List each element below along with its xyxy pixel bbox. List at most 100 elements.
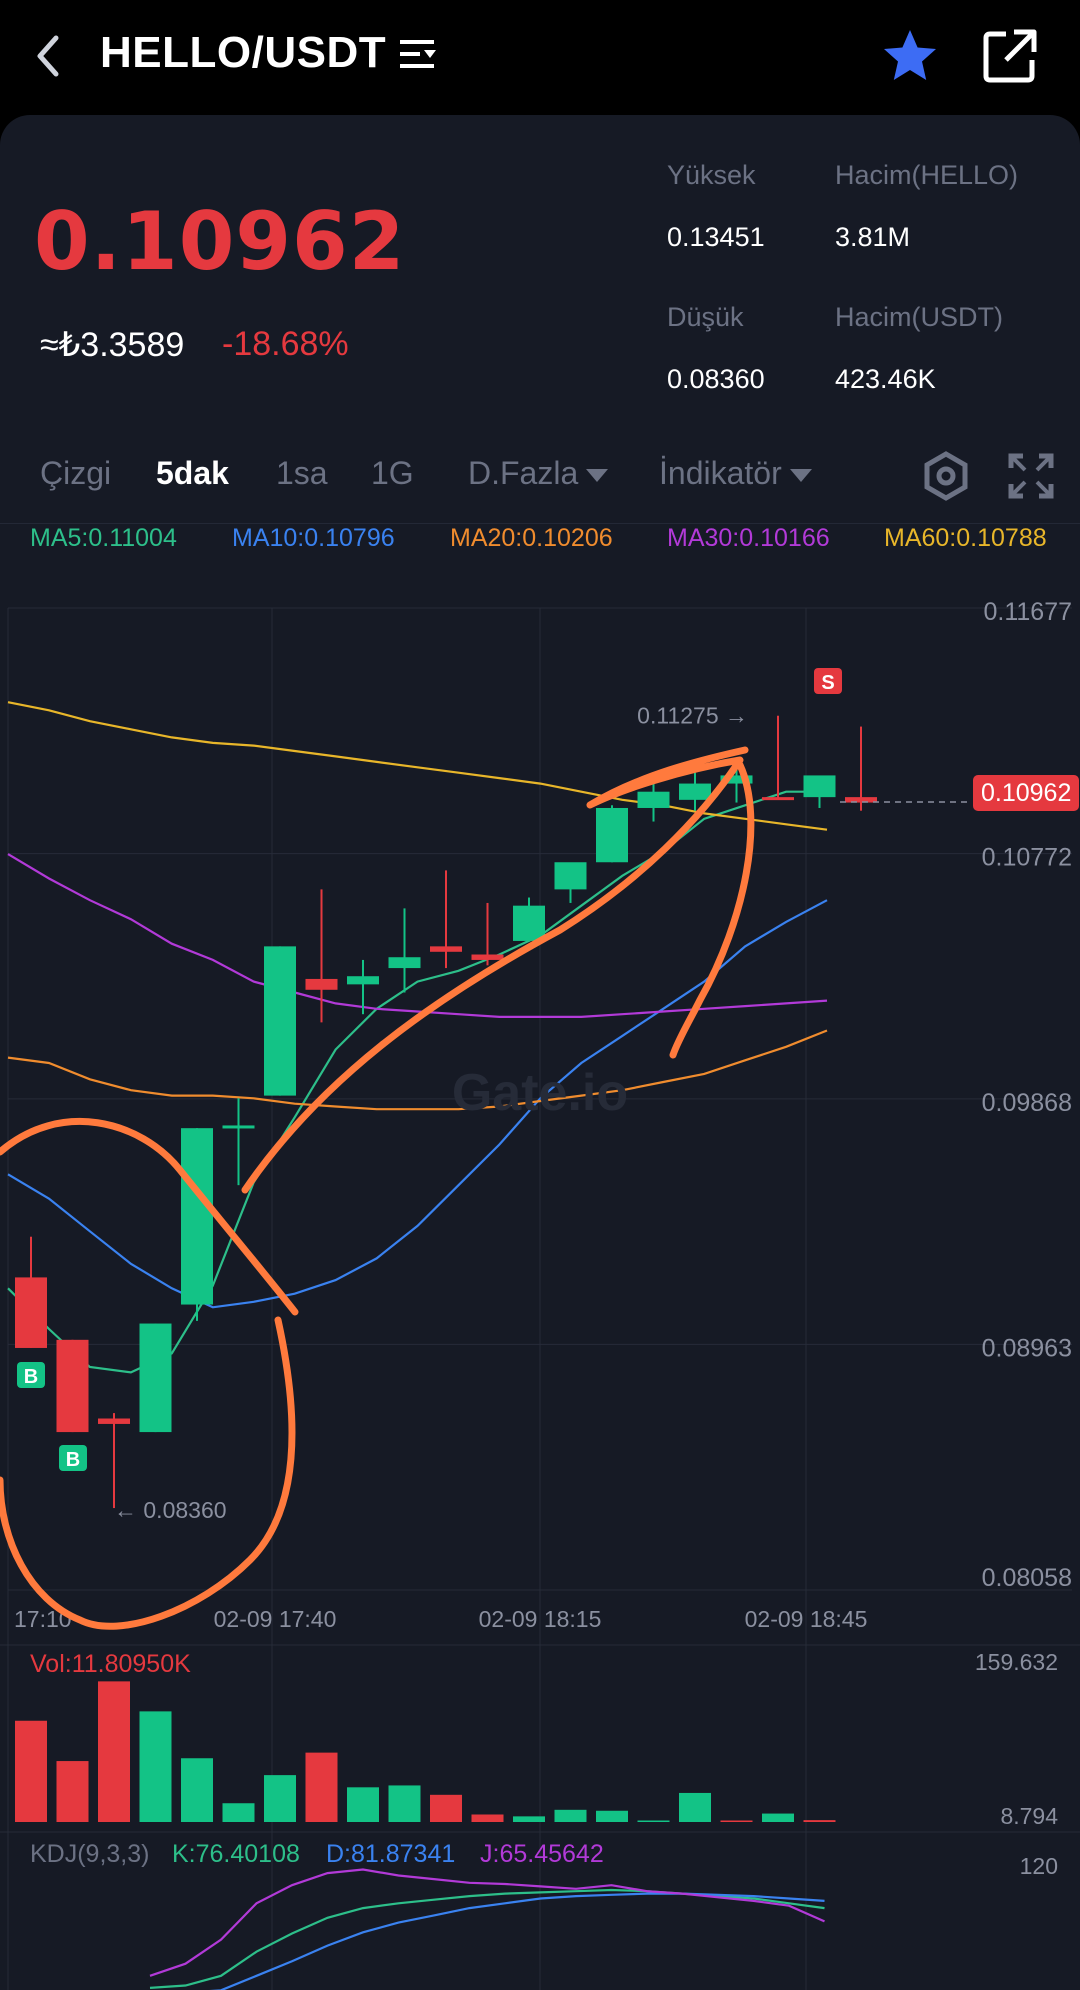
star-icon[interactable] — [880, 26, 940, 86]
tab-indicator[interactable]: İndikatör — [659, 455, 812, 492]
low-label: Düşük — [667, 302, 744, 332]
volume-bar — [56, 1761, 89, 1822]
sell-marker-bg — [814, 668, 842, 694]
x-axis-label: 02-09 18:15 — [479, 1606, 602, 1632]
annotation-stroke — [0, 1316, 296, 1630]
ma-legend: MA5:0.11004 MA10:0.10796 MA20:0.10206 MA… — [0, 523, 1080, 560]
volume-bar — [513, 1816, 545, 1822]
tab-more[interactable]: D.Fazla — [468, 455, 609, 492]
volume-bar — [430, 1794, 462, 1822]
candle-down — [56, 1339, 89, 1433]
buy-marker-bg — [17, 1362, 45, 1388]
ma20-line — [7, 1029, 828, 1111]
low-marker: ← 0.08360 — [114, 1497, 227, 1523]
x-axis-label: 02-09 17:40 — [214, 1606, 337, 1632]
vol-quote-label: Hacim(USDT) — [835, 302, 1003, 332]
ma10-value: MA10:0.10796 — [232, 524, 395, 552]
candle-up — [803, 775, 836, 798]
candlestick-chart[interactable]: 0.116770.107720.098680.089630.0805817:10… — [0, 560, 1080, 1990]
tab-indicator-label: İndikatör — [659, 455, 782, 491]
sell-marker: S — [821, 672, 834, 694]
volume-bar — [98, 1681, 130, 1822]
candle-down — [471, 954, 504, 960]
kdj-k: K:76.40108 — [172, 1840, 300, 1868]
back-arrow-icon[interactable] — [28, 28, 68, 84]
candle-down — [430, 946, 462, 952]
settings-hexagon-icon[interactable] — [920, 450, 972, 502]
list-menu-icon[interactable] — [398, 36, 438, 72]
chevron-down-icon — [586, 469, 609, 483]
vol-base-label: Hacim(HELLO) — [835, 160, 1019, 190]
high-value: 0.13451 — [667, 222, 765, 252]
watermark: Gate.io — [452, 1064, 628, 1122]
vol-quote-value: 423.46K — [835, 364, 936, 394]
annotation-stroke — [0, 1118, 299, 1316]
price-change: -18.68% — [222, 325, 349, 363]
buy-marker: B — [66, 1449, 80, 1471]
vol-base-value: 3.81M — [835, 222, 911, 252]
kdj-d-line — [209, 1892, 825, 1990]
candle-down — [305, 978, 338, 990]
candle-up — [720, 775, 753, 784]
volume-bar — [139, 1711, 172, 1822]
candle-up — [679, 783, 711, 800]
volume-bar — [305, 1752, 338, 1822]
ma20-value: MA20:0.10206 — [450, 524, 613, 552]
volume-bar — [222, 1803, 255, 1822]
candle-up — [347, 976, 379, 985]
y-axis-label: 0.10772 — [982, 844, 1072, 872]
y-axis-label: 0.08963 — [982, 1334, 1072, 1362]
candle-down — [98, 1418, 130, 1424]
x-axis-label: 02-09 18:45 — [745, 1606, 868, 1632]
ma5-value: MA5:0.11004 — [30, 524, 177, 552]
annotation-stroke — [241, 746, 749, 1194]
buy-marker-bg — [59, 1445, 87, 1471]
volume-min-label: 8.794 — [1000, 1803, 1058, 1829]
tab-more-label: D.Fazla — [468, 455, 579, 491]
kdj-name: KDJ(9,3,3) — [30, 1840, 150, 1868]
fullscreen-icon[interactable] — [1005, 450, 1057, 502]
candle-up — [181, 1128, 213, 1305]
tab-1h[interactable]: 1sa — [276, 455, 328, 491]
volume-bar — [15, 1720, 47, 1822]
candle-down — [15, 1277, 47, 1348]
ma60-line — [7, 701, 828, 831]
ma30-line — [7, 853, 828, 1018]
tab-5m[interactable]: 5dak — [156, 455, 229, 491]
candle-up — [139, 1323, 172, 1433]
fiat-price: ≈₺3.3589 — [40, 326, 185, 364]
candle-up — [554, 862, 587, 890]
interval-tabs: Çizgi 5dak 1sa 1G D.Fazla İndikatör — [0, 455, 1080, 505]
candle-up — [222, 1125, 255, 1129]
y-axis-label: 0.11677 — [983, 598, 1072, 626]
share-icon[interactable] — [980, 26, 1040, 86]
kdj-max-label: 120 — [1020, 1853, 1058, 1879]
y-axis-label: 0.09868 — [982, 1089, 1072, 1117]
ma60-value: MA60:0.10788 — [884, 524, 1047, 552]
last-price-tag: 0.10962 — [973, 775, 1080, 811]
volume-bar — [803, 1820, 836, 1822]
volume-bar — [762, 1813, 794, 1822]
volume-label: Vol:11.80950K — [30, 1650, 191, 1678]
chevron-down-icon — [789, 469, 812, 483]
top-bar: HELLO/USDT — [0, 0, 1080, 110]
ma5-line — [7, 790, 827, 1374]
candle-up — [637, 791, 670, 808]
candle-up — [596, 807, 628, 863]
volume-bar — [471, 1814, 504, 1822]
y-axis-label: 0.08058 — [982, 1564, 1072, 1592]
annotation-stroke — [669, 761, 755, 1059]
volume-bar — [720, 1820, 753, 1822]
volume-bar — [596, 1810, 628, 1822]
volume-bar — [679, 1792, 711, 1822]
high-marker: 0.11275 → — [637, 703, 748, 729]
volume-bar — [347, 1787, 379, 1822]
tab-1d[interactable]: 1G — [371, 455, 414, 491]
volume-bar — [554, 1809, 587, 1822]
kdj-d: D:81.87341 — [326, 1840, 456, 1868]
tab-line[interactable]: Çizgi — [40, 455, 112, 491]
pair-title[interactable]: HELLO/USDT — [100, 28, 387, 77]
volume-bar — [637, 1820, 670, 1822]
ma10-line — [7, 899, 828, 1309]
candle-up — [264, 946, 296, 1096]
